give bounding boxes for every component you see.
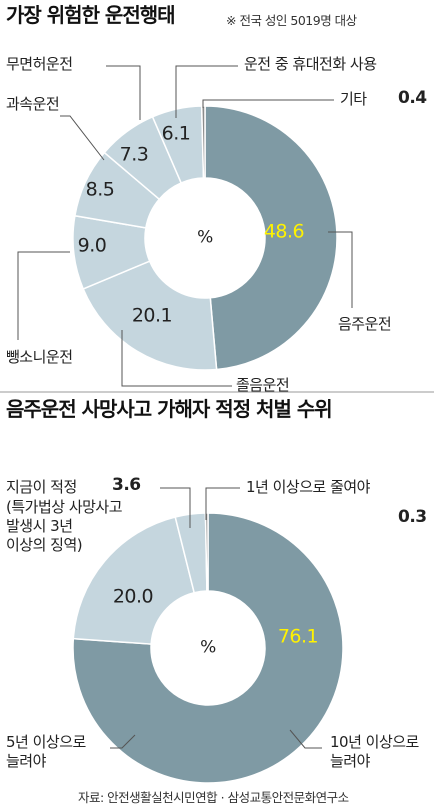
slice [72, 516, 196, 645]
category-label: 운전 중 휴대전화 사용 [244, 55, 377, 73]
leader-line [289, 729, 322, 749]
value-label: 9.0 [77, 234, 107, 257]
leader-line [160, 487, 191, 528]
category-label: 지금이 적정 [6, 478, 77, 496]
chart-title: 가장 위험한 운전행태 [6, 3, 176, 27]
leader-line [205, 487, 240, 520]
leader-line [328, 231, 353, 308]
center-label: % [200, 637, 216, 658]
value-label: 6.1 [161, 122, 191, 145]
value-label: 7.3 [119, 143, 149, 166]
center-label: % [197, 227, 213, 248]
leader-line [110, 734, 136, 749]
leader-line [121, 330, 232, 387]
value-label: 3.6 [112, 475, 141, 495]
value-label: 0.4 [398, 88, 427, 108]
category-label: 무면허운전 [6, 55, 73, 73]
slice [72, 512, 344, 784]
category-label: 5년 이상으로 늘려야 [6, 733, 86, 770]
value-label: 0.3 [398, 507, 427, 527]
leader-line [175, 65, 238, 118]
note: (특가법상 사망사고 발생시 3년 이상의 징역) [6, 498, 123, 554]
leader-line [17, 251, 70, 340]
slice [82, 260, 218, 371]
value-label: 20.0 [112, 585, 154, 608]
chart-title: 음주운전 사망사고 가해자 적정 처벌 수위 [6, 397, 333, 421]
category-label: 기타 [340, 90, 367, 108]
category-label: 과속운전 [6, 95, 60, 113]
slice [204, 105, 338, 371]
chart-subtitle: ※ 전국 성인 5019명 대상 [226, 13, 357, 28]
value-label: 76.1 [277, 625, 319, 648]
category-label: 10년 이상으로 늘려야 [330, 733, 419, 770]
category-label: 1년 이상으로 줄여야 [246, 478, 370, 496]
leader-line [106, 65, 141, 120]
category-label: 음주운전 [338, 315, 392, 333]
value-label: 48.6 [263, 220, 305, 243]
category-label: 뺑소니운전 [6, 348, 73, 366]
source: 자료: 안전생활실천시민연합 · 삼성교통안전문화연구소 [78, 790, 349, 805]
leader-line [202, 99, 334, 108]
category-label: 졸음운전 [236, 376, 290, 394]
value-label: 20.1 [131, 304, 173, 327]
value-label: 8.5 [85, 178, 115, 201]
leader-line [60, 115, 105, 161]
